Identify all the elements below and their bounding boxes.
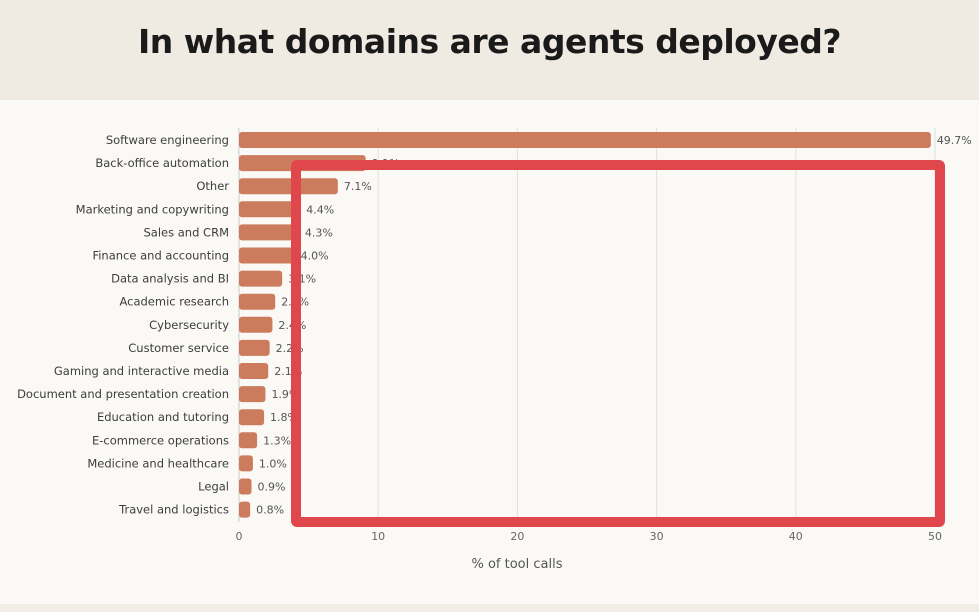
x-tick-label: 10 (371, 530, 385, 543)
bar (239, 363, 269, 379)
bar (239, 132, 931, 148)
bar (239, 409, 265, 426)
bar (239, 178, 338, 195)
x-axis-title: % of tool calls (471, 557, 562, 572)
value-label: 1.3% (263, 434, 291, 447)
bar (239, 247, 295, 264)
category-label: E-commerce operations (92, 433, 229, 447)
bar (239, 501, 251, 518)
x-tick-label: 50 (928, 530, 942, 543)
value-label: 4.0% (301, 250, 329, 263)
bar (239, 201, 301, 218)
category-label: Marketing and copywriting (76, 202, 229, 216)
category-label: Software engineering (106, 133, 229, 147)
page-title: In what domains are agents deployed? (137, 22, 842, 61)
x-tick-label: 0 (236, 530, 243, 543)
bar (239, 293, 276, 310)
category-label: Academic research (119, 295, 229, 309)
value-label: 0.8% (256, 504, 284, 517)
bar (239, 224, 299, 241)
header: In what domains are agents deployed? (0, 0, 979, 100)
bar (239, 432, 258, 449)
value-label: 0.9% (258, 481, 286, 494)
category-label: Finance and accounting (92, 249, 229, 263)
value-label: 1.0% (259, 457, 287, 470)
bar (239, 270, 283, 287)
category-label: Cybersecurity (149, 318, 229, 332)
category-label: Data analysis and BI (111, 272, 229, 286)
highlight-box (291, 160, 945, 527)
x-tick-label: 30 (650, 530, 664, 543)
value-label: 7.1% (344, 180, 372, 193)
bar (239, 455, 253, 472)
x-tick-label: 40 (789, 530, 803, 543)
bar (239, 316, 273, 333)
value-label: 49.7% (937, 134, 972, 147)
category-label: Gaming and interactive media (54, 364, 229, 378)
category-label: Customer service (128, 341, 229, 355)
category-label: Document and presentation creation (17, 387, 229, 401)
x-tick-label: 20 (510, 530, 524, 543)
bar (239, 339, 270, 356)
category-label: Legal (198, 480, 229, 494)
value-label: 4.3% (305, 226, 333, 239)
category-label: Medicine and healthcare (87, 456, 229, 470)
category-label: Other (196, 179, 229, 193)
bar (239, 386, 266, 403)
category-label: Education and tutoring (97, 410, 229, 424)
category-label: Sales and CRM (144, 225, 230, 239)
bar (239, 478, 252, 495)
value-label: 4.4% (306, 203, 334, 216)
category-label: Travel and logistics (118, 503, 229, 517)
category-label: Back-office automation (95, 156, 229, 170)
